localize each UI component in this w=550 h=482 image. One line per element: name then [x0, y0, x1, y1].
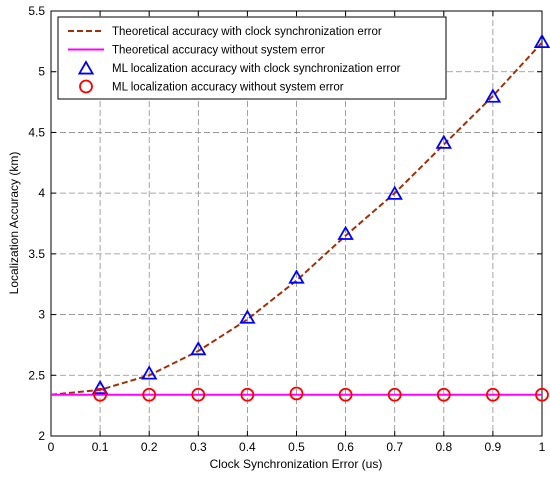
y-tick-label: 2 [38, 429, 45, 443]
triangle-marker [484, 88, 502, 103]
circle-marker [289, 386, 304, 401]
legend-label: ML localization accuracy with clock sync… [112, 63, 401, 75]
y-tick-label: 2.5 [28, 368, 45, 382]
circle-marker [93, 387, 107, 402]
y-tick-label: 5.5 [28, 4, 45, 18]
x-tick-label: 0.4 [239, 440, 256, 454]
legend: Theoretical accuracy with clock synchron… [57, 16, 447, 100]
triangle-marker [337, 225, 354, 240]
circle-marker [436, 387, 451, 402]
legend-label: Theoretical accuracy without system erro… [112, 45, 325, 57]
x-tick-label: 0.6 [337, 440, 354, 454]
triangle-marker [239, 309, 256, 324]
legend-swatch [79, 79, 93, 94]
x-tick-label: 0.3 [190, 440, 207, 454]
x-tick-label: 0 [48, 440, 55, 454]
series-line [50, 41, 543, 396]
series-group [50, 33, 550, 402]
x-axis-label: Clock Synchronization Error (us) [210, 457, 383, 471]
circle-marker [387, 387, 402, 402]
y-tick-label: 3 [38, 308, 45, 322]
x-tick-label: 0.8 [435, 440, 452, 454]
circle-marker [338, 387, 353, 402]
legend-label: ML localization accuracy without system … [112, 82, 344, 94]
y-tick-label: 4 [38, 186, 45, 200]
x-tick-label: 0.2 [141, 440, 158, 454]
triangle-marker [386, 185, 403, 200]
circle-marker [535, 387, 549, 402]
x-tick-label: 1 [539, 440, 546, 454]
x-tick-label: 0.1 [92, 440, 109, 454]
triangle-marker [140, 365, 158, 380]
y-tick-label: 3.5 [28, 247, 45, 261]
axis-ticks: 0 0.1 0.2 0.3 0.4 0.5 0.6 0.7 0.8 0.9 1 2 2.5 3 3.5 4 4.… [28, 4, 545, 454]
x-tick-label: 0.7 [386, 440, 403, 454]
circle-marker [485, 387, 500, 402]
circle-marker [191, 387, 206, 402]
x-tick-label: 0.5 [288, 440, 305, 454]
triangle-marker [190, 340, 207, 356]
y-tick-label: 5 [38, 65, 45, 79]
legend-box [57, 16, 447, 100]
x-tick-label: 0.9 [485, 440, 502, 454]
circle-marker [240, 387, 255, 402]
triangle-marker [91, 379, 109, 395]
triangle-marker [533, 33, 550, 49]
triangle-marker [288, 269, 305, 284]
circle-marker [142, 387, 157, 402]
legend-label: Theoretical accuracy with clock synchron… [112, 26, 382, 38]
triangle-marker [435, 134, 453, 149]
legend-swatch [77, 60, 95, 75]
y-tick-label: 4.5 [28, 125, 45, 139]
y-axis-label: Localization Accuracy (km) [7, 152, 21, 295]
